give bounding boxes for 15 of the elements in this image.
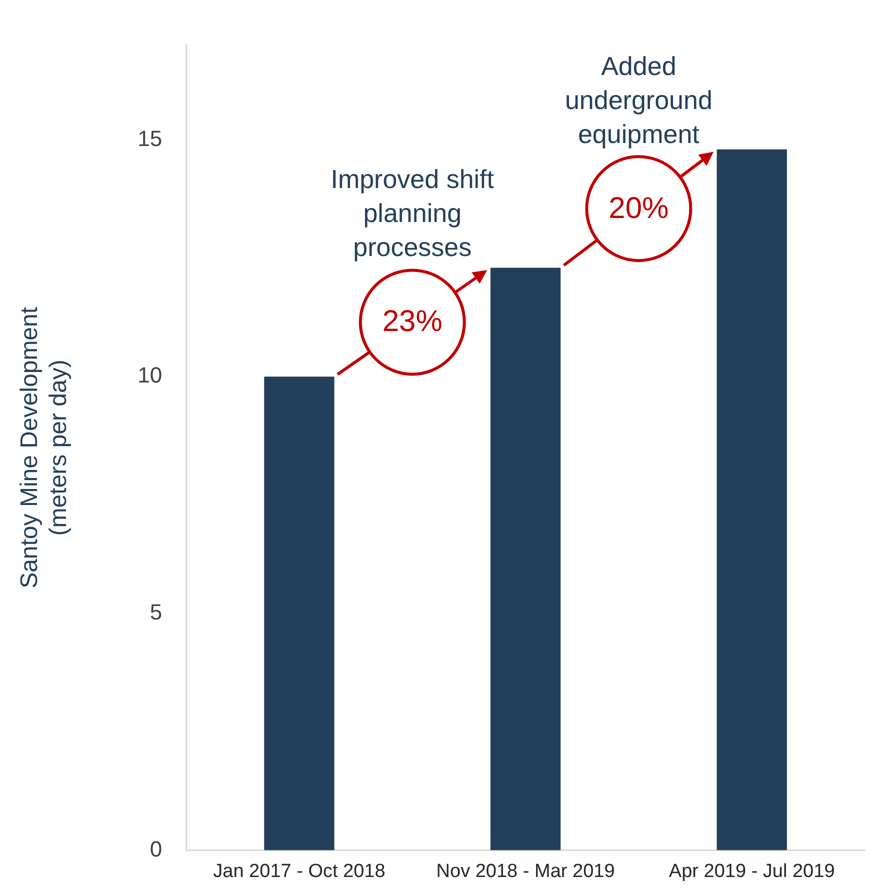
y-tick-label: 10	[138, 362, 162, 388]
y-tick-label: 5	[150, 600, 162, 624]
bar	[264, 376, 334, 850]
annotation: Added underground equipment	[564, 50, 714, 151]
y-axis-title: Santoy Mine Development (meters per day)	[16, 306, 72, 588]
bar	[716, 149, 787, 850]
y-tick-label: 0	[150, 836, 162, 862]
x-tick-label: Nov 2018 - Mar 2019	[436, 860, 615, 882]
annotation: 23%	[381, 304, 444, 340]
bar	[490, 268, 561, 850]
x-tick-label: Jan 2017 - Oct 2018	[213, 860, 386, 882]
x-tick-label: Apr 2019 - Jul 2019	[668, 860, 835, 882]
annotation: 20%	[608, 190, 670, 227]
y-tick-label: 15	[138, 126, 162, 151]
annotation: Improved shift planning processes	[330, 163, 496, 264]
